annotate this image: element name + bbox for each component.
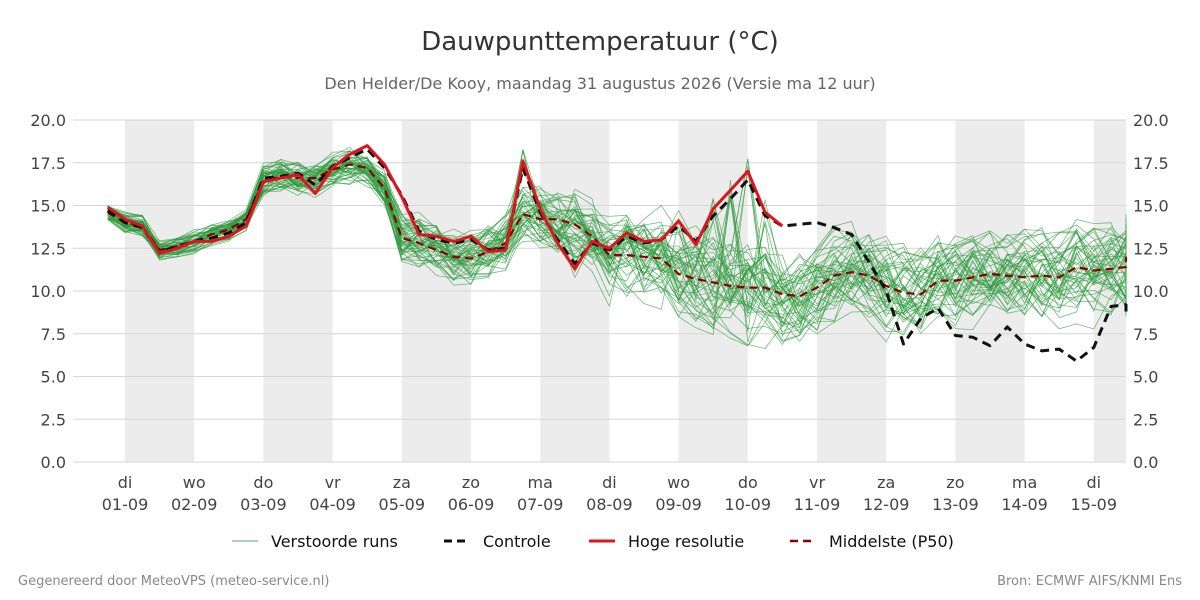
y-tick-label-left: 12.5 (30, 239, 66, 258)
y-tick-label-left: 10.0 (30, 282, 66, 301)
series-line-hoge-resolutie (106, 144, 784, 271)
x-tick-day: ma (1012, 473, 1037, 492)
legend-label-controle: Controle (483, 532, 551, 551)
x-tick-day: do (738, 473, 758, 492)
x-tick-day: vr (809, 473, 825, 492)
x-tick-date: 04-09 (309, 495, 356, 514)
y-tick-label-left: 7.5 (41, 325, 66, 344)
ensemble-member-line (107, 165, 1127, 347)
x-tick-date: 08-09 (586, 495, 633, 514)
x-tick-date: 07-09 (517, 495, 564, 514)
y-tick-label-left: 0.0 (41, 453, 66, 472)
legend-label-verstoorde-runs: Verstoorde runs (271, 532, 398, 551)
x-tick-day: di (118, 473, 133, 492)
x-tick-day: vr (325, 473, 341, 492)
x-tick-day: ma (528, 473, 553, 492)
y-tick-label-right: 20.0 (1133, 111, 1169, 130)
y-tick-label-right: 15.0 (1133, 197, 1169, 216)
footer-source: Bron: ECMWF AIFS/KNMI Ens (997, 574, 1182, 589)
x-tick-date: 11-09 (794, 495, 841, 514)
y-tick-label-left: 15.0 (30, 197, 66, 216)
x-axis: di 01-09 wo 02-09 do 03-09 vr 04-09 za 05-09 zo 06-… (102, 473, 1117, 514)
ensemble-member-line (107, 168, 1127, 318)
x-tick-day: di (602, 473, 617, 492)
main-series (106, 144, 1128, 363)
x-tick-date: 13-09 (932, 495, 979, 514)
series-line-controle (106, 147, 1128, 363)
ensemble-member-line (107, 157, 1127, 343)
x-tick-day: wo (183, 473, 206, 492)
y-tick-label-right: 12.5 (1133, 239, 1169, 258)
x-tick-date: 10-09 (725, 495, 772, 514)
x-tick-day: wo (667, 473, 690, 492)
x-tick-date: 06-09 (448, 495, 495, 514)
x-tick-day: za (877, 473, 895, 492)
x-tick-date: 03-09 (240, 495, 287, 514)
y-tick-label-right: 2.5 (1133, 410, 1158, 429)
ensemble-member-line (107, 161, 1127, 329)
legend: Verstoorde runs Controle Hoge resolutie … (232, 532, 954, 551)
ensemble-member-line (107, 158, 1127, 325)
ensemble-members (107, 146, 1127, 349)
ensemble-member-line (107, 150, 1127, 334)
x-tick-date: 12-09 (863, 495, 910, 514)
legend-label-hoge-resolutie: Hoge resolutie (628, 532, 744, 551)
x-tick-date: 14-09 (1001, 495, 1048, 514)
y-tick-label-right: 7.5 (1133, 325, 1158, 344)
y-tick-label-left: 17.5 (30, 154, 66, 173)
y-tick-label-right: 0.0 (1133, 453, 1158, 472)
legend-label-middelste: Middelste (P50) (829, 532, 954, 551)
y-tick-label-right: 10.0 (1133, 282, 1169, 301)
x-tick-day: di (1086, 473, 1101, 492)
x-tick-day: zo (946, 473, 964, 492)
x-tick-day: do (253, 473, 273, 492)
x-tick-day: za (393, 473, 411, 492)
y-tick-label-right: 17.5 (1133, 154, 1169, 173)
y-axis-left: 0.0 2.5 5.0 7.5 10.0 12.5 15.0 17.5 20.0 (30, 111, 66, 472)
y-tick-label-right: 5.0 (1133, 368, 1158, 387)
x-tick-date: 02-09 (171, 495, 218, 514)
chart-subtitle: Den Helder/De Kooy, maandag 31 augustus … (324, 74, 875, 93)
y-axis-right: 0.0 2.5 5.0 7.5 10.0 12.5 15.0 17.5 20.0 (1133, 111, 1169, 472)
y-tick-label-left: 5.0 (41, 368, 66, 387)
y-tick-label-left: 2.5 (41, 410, 66, 429)
x-tick-date: 01-09 (102, 495, 149, 514)
y-tick-label-left: 20.0 (30, 111, 66, 130)
x-tick-date: 05-09 (379, 495, 426, 514)
footer-generated-by: Gegenereerd door MeteoVPS (meteo-service… (18, 574, 329, 589)
x-tick-day: zo (462, 473, 480, 492)
ensemble-member-line (107, 170, 1127, 305)
chart-title: Dauwpunttemperatuur (°C) (421, 27, 779, 57)
ensemble-member-line (107, 150, 1127, 327)
x-tick-date: 15-09 (1071, 495, 1118, 514)
x-tick-date: 09-09 (655, 495, 702, 514)
ensemble-member-line (107, 161, 1127, 335)
